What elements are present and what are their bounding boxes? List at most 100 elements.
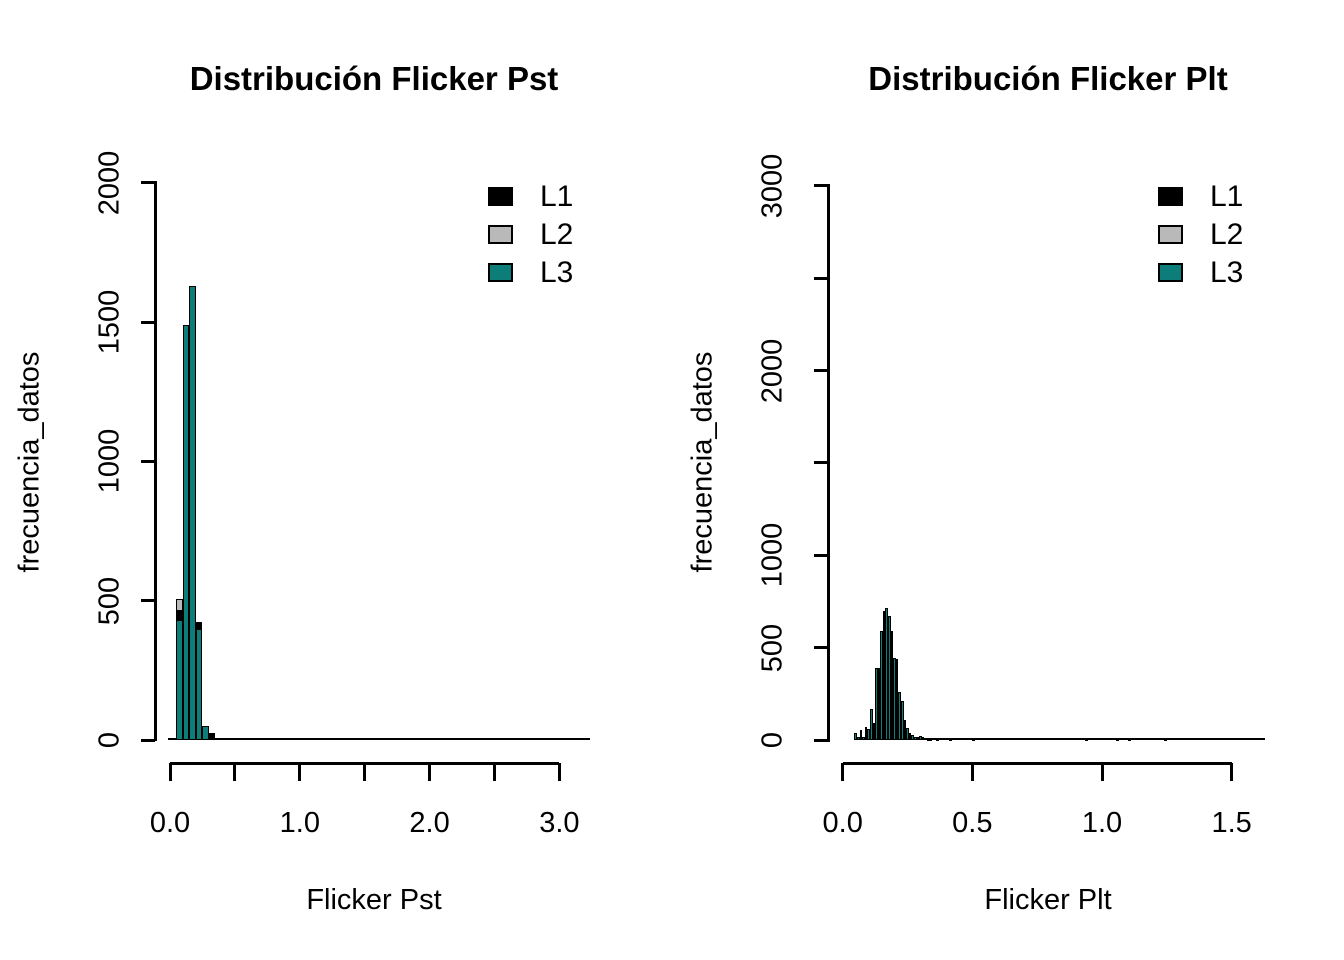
y-tick — [814, 184, 828, 188]
histogram-bar — [906, 728, 909, 740]
histogram-bar — [202, 726, 209, 740]
x-tick — [1230, 763, 1234, 781]
histogram-bar — [929, 738, 933, 741]
histogram-bar — [1009, 737, 1013, 740]
histogram-bar — [872, 723, 876, 740]
y-tick — [141, 599, 155, 603]
histogram-bar — [1085, 738, 1088, 741]
x-tick-label: 1.0 — [279, 807, 320, 839]
histogram-bar — [864, 726, 868, 740]
histogram-bar — [195, 628, 203, 740]
histogram-baseline — [854, 737, 1265, 740]
y-tick — [141, 738, 155, 742]
y-tick — [814, 369, 828, 372]
x-tick — [493, 763, 496, 781]
legend-label-l3: L3 — [540, 256, 574, 289]
histogram-bar — [854, 733, 857, 740]
legend-swatch-l1 — [1158, 187, 1183, 206]
histogram-bar — [182, 324, 190, 740]
y-tick-label: 500 — [756, 623, 789, 672]
y-tick-label: 1500 — [93, 289, 126, 355]
y-tick-label: 2000 — [93, 150, 126, 216]
histogram-bar — [936, 738, 939, 741]
histogram-bar — [875, 667, 878, 740]
histogram-bar — [1000, 738, 1004, 741]
right-x-axis-title: Flicker Plt — [984, 884, 1112, 916]
x-tick — [363, 763, 367, 781]
left-x-axis-title: Flicker Pst — [306, 884, 442, 916]
histogram-bar — [916, 737, 920, 740]
histogram-baseline — [168, 737, 590, 740]
histogram-bar — [924, 738, 927, 741]
y-tick — [814, 738, 828, 742]
legend-swatch-l2 — [1158, 225, 1183, 244]
x-tick — [970, 763, 974, 781]
x-tick-label: 0.0 — [822, 807, 863, 839]
histogram-bar — [862, 736, 865, 740]
y-tick-label: 0 — [756, 731, 789, 749]
legend-label-l2: L2 — [540, 218, 574, 251]
x-tick — [841, 763, 845, 781]
x-tick — [233, 763, 237, 781]
y-tick-label: 2000 — [756, 338, 789, 403]
x-tick-label: 1.5 — [1211, 807, 1252, 839]
histogram-bar — [208, 733, 216, 740]
histogram-bar — [882, 610, 886, 740]
left-plot-title: Distribución Flicker Pst — [189, 60, 559, 97]
x-tick — [1100, 763, 1104, 781]
y-tick — [814, 461, 828, 465]
y-tick-label: 0 — [93, 731, 126, 749]
histogram-bar — [921, 737, 925, 740]
histogram-bar — [903, 720, 907, 740]
histogram-bar — [901, 701, 904, 740]
histogram-bar — [898, 691, 902, 740]
histogram-bar — [1116, 738, 1119, 741]
y-tick — [141, 181, 155, 185]
y-tick — [814, 276, 828, 280]
x-tick-label: 3.0 — [539, 807, 580, 839]
histogram-bar — [215, 737, 222, 740]
legend-swatch-l3 — [1158, 263, 1183, 282]
legend-swatch-l1 — [488, 187, 513, 206]
x-tick — [428, 763, 432, 781]
right-plot-title: Distribución Flicker Plt — [868, 60, 1228, 97]
x-tick-label: 1.0 — [1081, 807, 1123, 839]
histogram-bar — [888, 615, 891, 740]
histogram-bar — [972, 738, 975, 741]
histogram-bar — [189, 285, 196, 740]
legend-label-l1: L1 — [540, 180, 574, 213]
x-axis-line — [842, 761, 1232, 765]
legend-label-l2: L2 — [1210, 218, 1244, 251]
histogram-bar — [1194, 738, 1197, 741]
legend-label-l3: L3 — [1210, 256, 1244, 289]
legend-swatch-l3 — [488, 263, 513, 282]
y-tick — [814, 646, 828, 650]
histogram-bar — [911, 735, 914, 740]
histogram-bar — [895, 659, 899, 740]
y-tick-label: 1000 — [756, 522, 789, 588]
y-tick-label: 500 — [93, 576, 126, 625]
y-tick-label: 3000 — [756, 153, 789, 219]
histogram-bar — [893, 658, 896, 740]
y-tick — [814, 553, 828, 557]
histogram-bar — [1127, 738, 1131, 741]
histogram-bar — [914, 736, 917, 740]
x-tick — [557, 763, 561, 781]
x-tick — [298, 763, 302, 781]
x-tick-label: 2.0 — [409, 807, 450, 839]
y-tick — [141, 459, 155, 463]
histogram-bar — [869, 708, 873, 740]
histogram-bar — [880, 630, 883, 740]
y-tick-label: 1000 — [93, 429, 126, 494]
histogram-bar — [856, 736, 860, 740]
y-tick — [141, 320, 155, 324]
legend-label-l1: L1 — [1210, 180, 1244, 213]
x-tick — [168, 763, 172, 781]
histogram-bar — [1044, 738, 1048, 741]
histogram-bar — [908, 733, 912, 740]
y-axis-line — [826, 184, 830, 742]
histogram-bar — [877, 667, 881, 740]
histogram-bar — [867, 729, 870, 740]
